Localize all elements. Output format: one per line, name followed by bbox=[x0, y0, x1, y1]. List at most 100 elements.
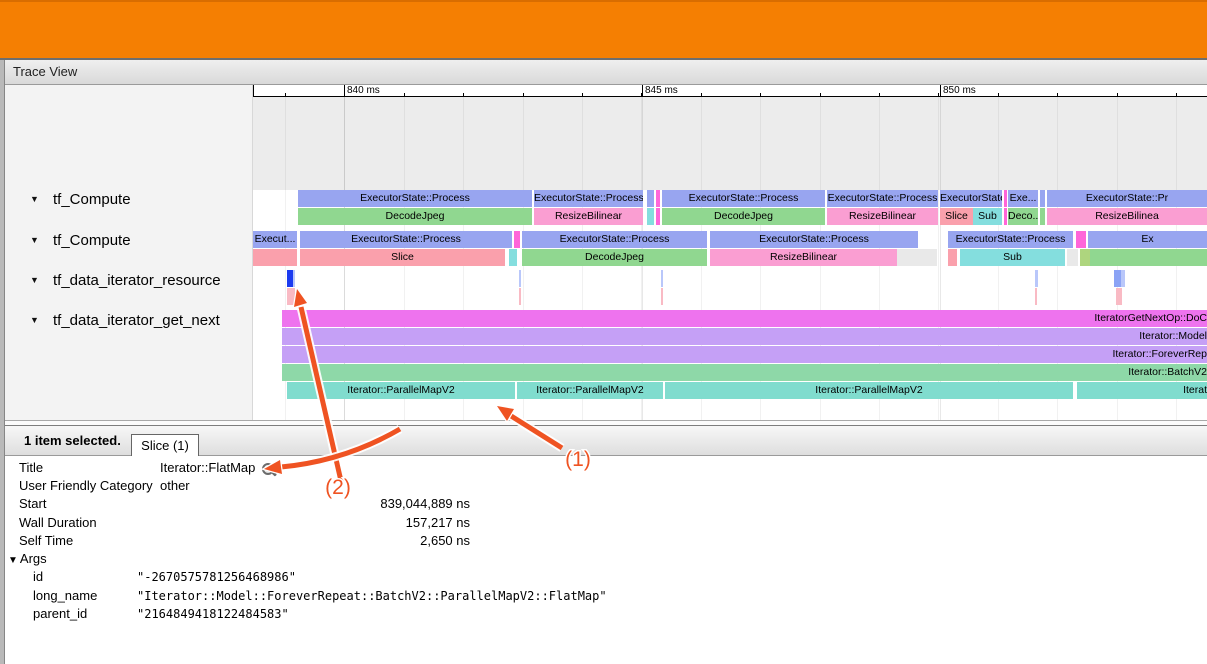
collapse-triangle-icon[interactable]: ▼ bbox=[30, 275, 39, 285]
slice[interactable] bbox=[287, 288, 295, 305]
ruler-tick-minor bbox=[760, 93, 762, 97]
detail-label: Start bbox=[19, 496, 47, 511]
slice[interactable] bbox=[1004, 190, 1007, 207]
slice-decodejpeg[interactable]: DecodeJpeg bbox=[662, 208, 825, 225]
slice-resizebilinear[interactable]: ResizeBilinear bbox=[710, 249, 897, 266]
args-header[interactable]: ▼ Args bbox=[8, 550, 47, 570]
slice[interactable] bbox=[647, 190, 654, 207]
track-label-tf_data_iterator_get_next[interactable]: ▼ tf_data_iterator_get_next bbox=[30, 311, 220, 331]
slice-iterator-foreverrep[interactable]: Iterator::ForeverRep bbox=[282, 346, 1207, 363]
slice[interactable] bbox=[1067, 249, 1078, 266]
slice[interactable] bbox=[1114, 270, 1121, 287]
process-summary-band bbox=[253, 97, 1207, 190]
slice[interactable] bbox=[287, 270, 293, 287]
slice[interactable] bbox=[661, 270, 663, 287]
slice[interactable] bbox=[661, 288, 663, 305]
slice-iteratorgetnextop-doc[interactable]: IteratorGetNextOp::DoC bbox=[282, 310, 1207, 327]
slice[interactable] bbox=[1090, 249, 1207, 266]
slice-executorstate-process[interactable]: ExecutorState::Process bbox=[298, 190, 532, 207]
slice[interactable] bbox=[1035, 270, 1038, 287]
tab-slice[interactable]: Slice (1) bbox=[131, 434, 199, 457]
slice[interactable] bbox=[509, 249, 517, 266]
track-sidebar: ▼ tf_Compute ▼ tf_Compute ▼ tf_data_iterator_… bbox=[0, 85, 253, 420]
slice-sub[interactable]: Sub bbox=[960, 249, 1065, 266]
slice-deco-[interactable]: Deco... bbox=[1008, 208, 1038, 225]
slice-execut-[interactable]: Execut... bbox=[253, 231, 297, 248]
track-label-tf_Compute[interactable]: ▼ tf_Compute bbox=[30, 231, 131, 251]
slice-executorstate-process[interactable]: ExecutorState::Process bbox=[827, 190, 938, 207]
track-label-tf_Compute[interactable]: ▼ tf_Compute bbox=[30, 190, 131, 210]
ruler-tick-major bbox=[344, 85, 345, 97]
args-row: ▼ Args bbox=[0, 550, 1207, 568]
slice-slice[interactable]: Slice bbox=[940, 208, 973, 225]
slice-executorstate-process[interactable]: ExecutorState::Process bbox=[710, 231, 918, 248]
slice[interactable] bbox=[1076, 231, 1086, 248]
slice-executorstate-[interactable]: ExecutorState... bbox=[940, 190, 1002, 207]
timeline-canvas[interactable]: 840 ms 845 ms 850 ms ExecutorState::Proces… bbox=[253, 85, 1207, 420]
ruler-tick-major bbox=[940, 85, 941, 97]
slice-decodejpeg[interactable]: DecodeJpeg bbox=[522, 249, 707, 266]
slice-iterator-parallelmapv2[interactable]: Iterator::ParallelMapV2 bbox=[665, 382, 1073, 399]
args-label: Args bbox=[19, 551, 47, 566]
slice[interactable] bbox=[1040, 208, 1045, 225]
slice-resizebilinear[interactable]: ResizeBilinear bbox=[827, 208, 938, 225]
time-ruler[interactable]: 840 ms 845 ms 850 ms bbox=[253, 85, 1207, 97]
selection-status: 1 item selected. bbox=[24, 433, 121, 448]
arg-row: parent_id "2164849418122484583" bbox=[0, 605, 1207, 623]
slice-iterator-batchv2[interactable]: Iterator::BatchV2 bbox=[282, 364, 1207, 381]
arg-value: "2164849418122484583" bbox=[137, 607, 289, 621]
slice[interactable] bbox=[948, 249, 957, 266]
slice-iterat[interactable]: Iterat bbox=[1077, 382, 1207, 399]
slice[interactable] bbox=[897, 249, 937, 266]
collapse-triangle-icon[interactable]: ▼ bbox=[30, 235, 39, 245]
slice-ex[interactable]: Ex bbox=[1088, 231, 1207, 248]
slice-exe-[interactable]: Exe... bbox=[1008, 190, 1038, 207]
slice[interactable] bbox=[253, 249, 297, 266]
arg-key: id bbox=[33, 569, 44, 584]
slice[interactable] bbox=[1035, 288, 1037, 305]
slice[interactable] bbox=[1080, 249, 1090, 266]
detail-label: Title bbox=[19, 460, 44, 475]
slice[interactable] bbox=[1004, 208, 1007, 225]
slice-executorstate-process[interactable]: ExecutorState::Process bbox=[300, 231, 512, 248]
detail-value: Iterator::FlatMap bbox=[160, 460, 256, 475]
ruler-tick-minor bbox=[879, 93, 880, 97]
track-name: tf_Compute bbox=[53, 191, 131, 208]
slice-resizebilinea[interactable]: ResizeBilinea bbox=[1047, 208, 1207, 225]
slice-sub[interactable]: Sub bbox=[973, 208, 1002, 225]
detail-row: Title Iterator::FlatMap bbox=[0, 459, 1207, 477]
slice-decodejpeg[interactable]: DecodeJpeg bbox=[298, 208, 532, 225]
slice-resizebilinear[interactable]: ResizeBilinear bbox=[534, 208, 643, 225]
slice-iterator-model[interactable]: Iterator::Model bbox=[282, 328, 1207, 345]
track-label-tf_data_iterator_resource[interactable]: ▼ tf_data_iterator_resource bbox=[30, 271, 221, 291]
slice[interactable] bbox=[1121, 270, 1125, 287]
slice[interactable] bbox=[293, 270, 295, 287]
slice[interactable] bbox=[1116, 288, 1122, 305]
slice[interactable] bbox=[519, 288, 521, 305]
trace-view-title: Trace View bbox=[13, 64, 78, 79]
slice[interactable] bbox=[514, 231, 520, 248]
ruler-origin-line bbox=[253, 85, 254, 97]
slice-iterator-parallelmapv2[interactable]: Iterator::ParallelMapV2 bbox=[287, 382, 515, 399]
collapse-triangle-icon[interactable]: ▼ bbox=[8, 555, 18, 566]
slice-executorstate-pr[interactable]: ExecutorState::Pr bbox=[1047, 190, 1207, 207]
slice[interactable] bbox=[1040, 190, 1045, 207]
arg-key: parent_id bbox=[33, 606, 88, 621]
magnifier-icon[interactable] bbox=[261, 462, 278, 478]
slice-slice[interactable]: Slice bbox=[300, 249, 505, 266]
detail-value: 2,650 ns bbox=[420, 533, 470, 548]
slice-executorstate-process[interactable]: ExecutorState::Process bbox=[662, 190, 825, 207]
collapse-triangle-icon[interactable]: ▼ bbox=[30, 194, 39, 204]
slice[interactable] bbox=[647, 208, 654, 225]
collapse-triangle-icon[interactable]: ▼ bbox=[30, 315, 39, 325]
slice[interactable] bbox=[656, 208, 660, 225]
slice-iterator-parallelmapv2[interactable]: Iterator::ParallelMapV2 bbox=[517, 382, 663, 399]
slice-executorstate-process[interactable]: ExecutorState::Process bbox=[534, 190, 643, 207]
slice-executorstate-process[interactable]: ExecutorState::Process bbox=[522, 231, 707, 248]
ruler-tick-minor bbox=[938, 93, 940, 97]
slice[interactable] bbox=[656, 190, 660, 207]
track-name: tf_data_iterator_get_next bbox=[53, 312, 220, 329]
slice[interactable] bbox=[519, 270, 521, 287]
arg-key: long_name bbox=[33, 588, 98, 603]
slice-executorstate-process[interactable]: ExecutorState::Process bbox=[948, 231, 1073, 248]
